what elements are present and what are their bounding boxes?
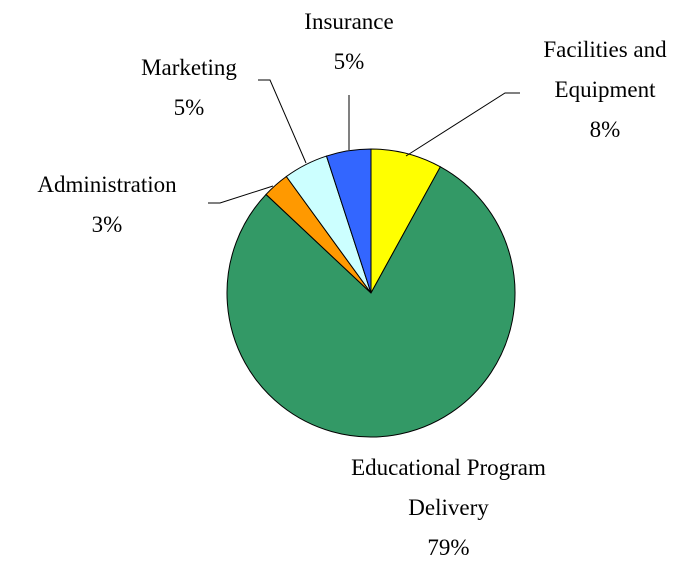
value-label: 5% [173, 95, 205, 120]
leader-line [405, 92, 520, 157]
value-label: 5% [333, 49, 365, 74]
leader-line [258, 79, 307, 164]
slice-label: Facilities and Equipment 8% [505, 30, 693, 150]
value-label: 79% [427, 535, 470, 560]
slice-label: Insurance 5% [274, 2, 424, 82]
leader-line [208, 185, 274, 204]
category-label: Educational Program Delivery [351, 455, 546, 520]
slice-label: Marketing 5% [114, 48, 264, 128]
pie-slice [325, 148, 372, 294]
category-label: Administration [37, 172, 177, 197]
category-label: Insurance [304, 9, 394, 34]
value-label: 3% [91, 212, 123, 237]
slice-label: Educational Program Delivery 79% [326, 448, 571, 567]
category-label: Facilities and Equipment [543, 37, 667, 102]
category-label: Marketing [141, 55, 237, 80]
value-label: 8% [589, 117, 621, 142]
pie-slice [226, 166, 516, 438]
slice-label: Administration 3% [0, 165, 214, 245]
